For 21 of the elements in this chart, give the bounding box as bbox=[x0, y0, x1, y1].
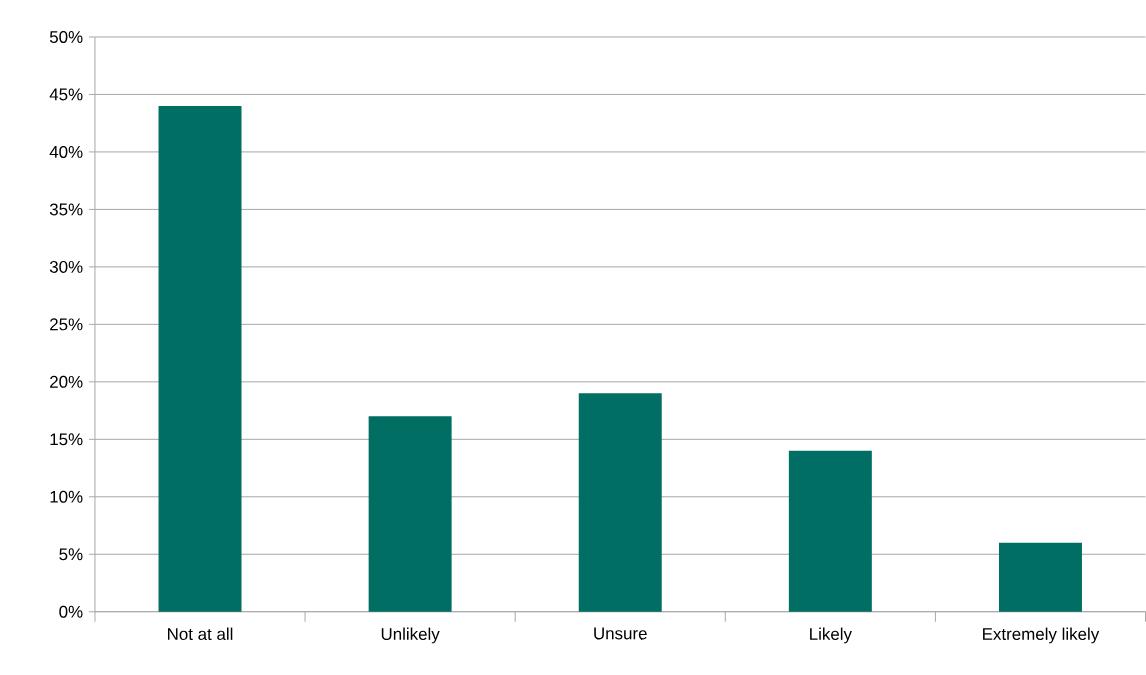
y-tick-label: 30% bbox=[49, 261, 83, 274]
y-tick-label: 25% bbox=[50, 318, 83, 331]
bar bbox=[578, 393, 662, 612]
y-tick-label: 35% bbox=[49, 203, 83, 216]
bar bbox=[368, 416, 452, 612]
y-tick-label: 5% bbox=[59, 548, 83, 561]
y-tick-label: 20% bbox=[50, 375, 83, 388]
x-tick-label: Likely bbox=[810, 627, 852, 644]
x-tick-label: Unlikely bbox=[381, 627, 440, 644]
y-tick-label: 15% bbox=[50, 433, 83, 446]
y-tick-label: 40% bbox=[49, 146, 83, 159]
x-tick-label: Unsure bbox=[594, 627, 647, 640]
x-tick-label: Not at all bbox=[168, 627, 233, 641]
y-tick-label: 50% bbox=[49, 31, 83, 44]
bar bbox=[998, 542, 1082, 612]
y-tick-label: 0% bbox=[59, 605, 83, 618]
x-tick-label: Extremely likely bbox=[983, 627, 1100, 644]
y-tick-label: 45% bbox=[49, 88, 83, 101]
y-tick-label: 10% bbox=[50, 490, 83, 503]
bar bbox=[158, 106, 242, 612]
bar bbox=[788, 450, 872, 612]
